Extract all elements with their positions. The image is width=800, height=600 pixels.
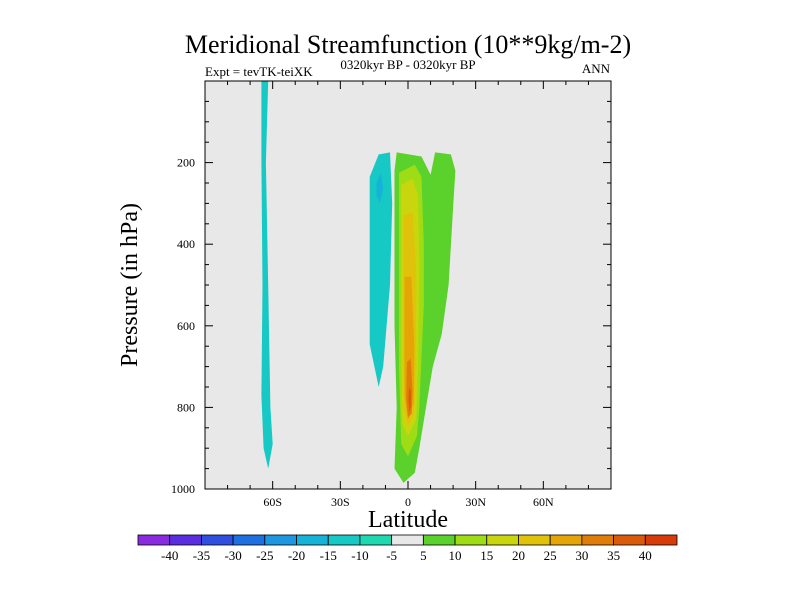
colorbar-box bbox=[169, 534, 202, 546]
contour-southern-tropical-core bbox=[376, 172, 384, 204]
y-tick-label: 1000 bbox=[171, 482, 195, 496]
colorbar-label: 20 bbox=[512, 548, 525, 563]
y-tick-label: 600 bbox=[177, 319, 195, 333]
contour-southern-tropical-cell bbox=[369, 152, 393, 387]
colorbar-box bbox=[264, 534, 297, 546]
colorbar-label: -20 bbox=[288, 548, 305, 563]
colorbar-label: 35 bbox=[607, 548, 620, 563]
colorbar-label: 15 bbox=[480, 548, 493, 563]
chart-title: Meridional Streamfunction (10**9kg/m-2) bbox=[185, 30, 631, 59]
colorbar-box bbox=[486, 534, 519, 546]
contour-southern-high-latitude-cell bbox=[261, 81, 273, 469]
colorbar-label: -10 bbox=[351, 548, 368, 563]
chart-subtitle-center: 0320kyr BP - 0320kyr BP bbox=[340, 57, 475, 72]
axes: 60S 30S 0 30N 60N 200 400 600 800 1000 bbox=[171, 80, 612, 509]
x-tick-label: 60S bbox=[263, 495, 282, 509]
colorbar-box bbox=[137, 534, 171, 546]
colorbar-box bbox=[327, 534, 361, 546]
colorbar-label: -30 bbox=[224, 548, 241, 563]
colorbar-label: 10 bbox=[449, 548, 462, 563]
colorbar-box bbox=[454, 534, 488, 546]
colorbar-box bbox=[549, 534, 583, 546]
x-tick-label: 0 bbox=[405, 495, 411, 509]
contour-northern-hadley-core bbox=[408, 387, 411, 412]
x-tick-label: 30N bbox=[465, 495, 486, 509]
colorbar-box bbox=[296, 534, 329, 546]
contour-regions bbox=[261, 81, 456, 483]
colorbar-box bbox=[613, 534, 646, 546]
y-tick-label: 400 bbox=[177, 237, 195, 251]
colorbar-box bbox=[359, 534, 393, 546]
x-tick-label: 60N bbox=[533, 495, 554, 509]
colorbar-box bbox=[232, 534, 266, 546]
y-tick-label: 800 bbox=[177, 400, 195, 414]
colorbar-label: -35 bbox=[193, 548, 210, 563]
colorbar-label: -25 bbox=[256, 548, 273, 563]
colorbar-box bbox=[201, 534, 234, 546]
colorbar-box bbox=[581, 534, 614, 546]
colorbar: -40 -35 -30 -25 -20 -15 -10 -5 5 10 15 20 25 30 35 40 bbox=[137, 534, 678, 563]
chart-subtitle-right: ANN bbox=[582, 61, 611, 76]
colorbar-label: 5 bbox=[420, 548, 427, 563]
colorbar-box bbox=[391, 534, 424, 546]
colorbar-box bbox=[644, 534, 678, 546]
chart-subtitle-left: Expt = tevTK-teiXK bbox=[205, 64, 313, 79]
y-tick-label: 200 bbox=[177, 156, 195, 170]
colorbar-label: -15 bbox=[320, 548, 337, 563]
x-tick-label: 30S bbox=[331, 495, 350, 509]
y-axis-label: Pressure (in hPa) bbox=[117, 203, 143, 367]
colorbar-label: 25 bbox=[544, 548, 557, 563]
colorbar-label: -5 bbox=[386, 548, 397, 563]
colorbar-box bbox=[518, 534, 551, 546]
colorbar-box bbox=[422, 534, 456, 546]
colorbar-label: -40 bbox=[161, 548, 178, 563]
colorbar-label: 30 bbox=[575, 548, 588, 563]
colorbar-label: 40 bbox=[639, 548, 652, 563]
x-axis-label: Latitude bbox=[368, 507, 448, 533]
